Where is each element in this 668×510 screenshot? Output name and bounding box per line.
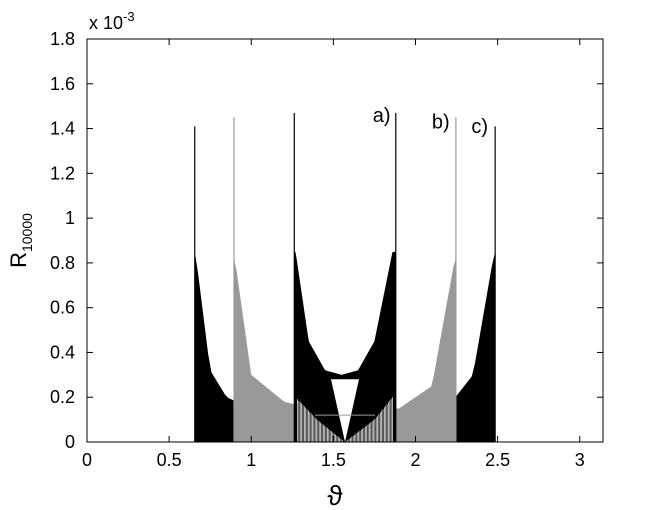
x-tick-label: 0 xyxy=(82,450,92,470)
series-a xyxy=(293,112,397,442)
x-tick-label: 3 xyxy=(575,450,585,470)
chart-labels: 0 0.5 1 1.5 2 2.5 3 0 0.2 0.4 0.6 0.8 1 1.2 1.4 1.6 1.8 x… xyxy=(6,9,585,510)
series-b xyxy=(233,117,457,442)
y-axis-title: R10000 xyxy=(6,213,35,268)
x-tick-label: 1.5 xyxy=(321,450,346,470)
annotation-label: a) xyxy=(373,105,391,127)
x-tick-label: 0.5 xyxy=(157,450,182,470)
y-tick-label: 1.4 xyxy=(50,119,75,139)
x-axis-title: ϑ xyxy=(327,480,343,510)
y-multiplier: x 10-3 xyxy=(89,9,135,33)
y-tick-label: 0.8 xyxy=(50,253,75,273)
y-tick-label: 1.6 xyxy=(50,74,75,94)
y-tick-label: 0.2 xyxy=(50,387,75,407)
center-dip xyxy=(331,379,359,442)
plot-frame xyxy=(86,38,604,443)
x-tick-label: 1 xyxy=(246,450,256,470)
series-area xyxy=(234,258,456,442)
series-area xyxy=(294,251,396,442)
x-tick-label: 2.5 xyxy=(485,450,510,470)
y-tick-label: 0.6 xyxy=(50,298,75,318)
y-tick-label: 1.2 xyxy=(50,163,75,183)
series-c xyxy=(194,126,496,442)
x-tick-label: 2 xyxy=(410,450,420,470)
series-area xyxy=(194,251,496,442)
chart-axes xyxy=(86,38,604,443)
y-tick-label: 1 xyxy=(65,208,75,228)
chart-marks xyxy=(194,112,496,442)
y-tick-label: 0.4 xyxy=(50,342,75,362)
annotation-label: c) xyxy=(471,116,488,138)
annotation-label: b) xyxy=(432,112,450,134)
y-tick-label: 1.8 xyxy=(50,29,75,49)
y-tick-label: 0 xyxy=(65,432,75,452)
